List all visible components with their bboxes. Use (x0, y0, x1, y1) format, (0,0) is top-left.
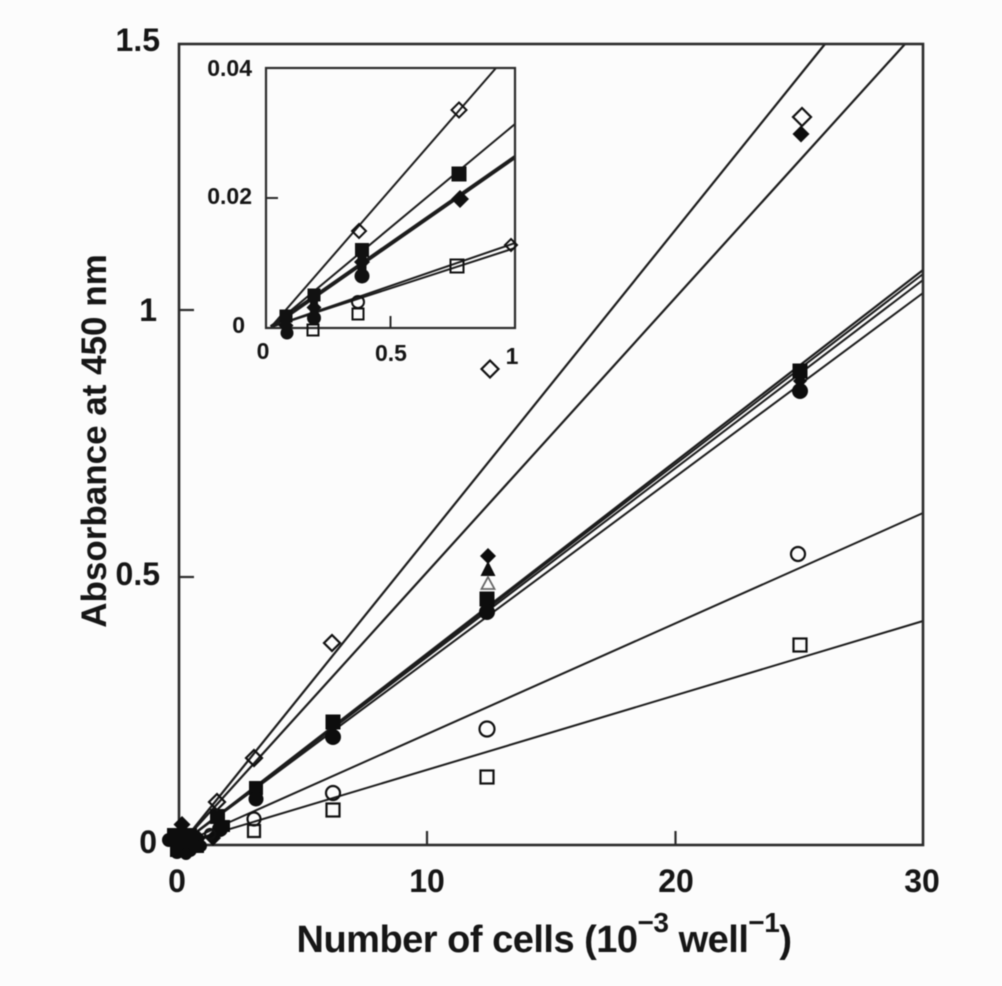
svg-text:20: 20 (658, 863, 694, 899)
svg-text:Absorbance at 450 nm: Absorbance at 450 nm (75, 254, 114, 627)
svg-text:30: 30 (904, 863, 940, 899)
svg-text:0.5: 0.5 (116, 556, 160, 592)
svg-text:0: 0 (232, 312, 245, 338)
svg-text:0: 0 (139, 824, 157, 860)
svg-text:0: 0 (168, 863, 186, 899)
svg-text:10: 10 (409, 863, 445, 899)
svg-text:1.5: 1.5 (116, 22, 160, 58)
svg-text:0.02: 0.02 (207, 183, 252, 209)
svg-text:0.04: 0.04 (207, 55, 252, 81)
svg-text:1: 1 (506, 343, 519, 369)
svg-text:1: 1 (139, 292, 157, 328)
svg-text:0.5: 0.5 (375, 340, 407, 366)
svg-text:0: 0 (257, 338, 270, 364)
